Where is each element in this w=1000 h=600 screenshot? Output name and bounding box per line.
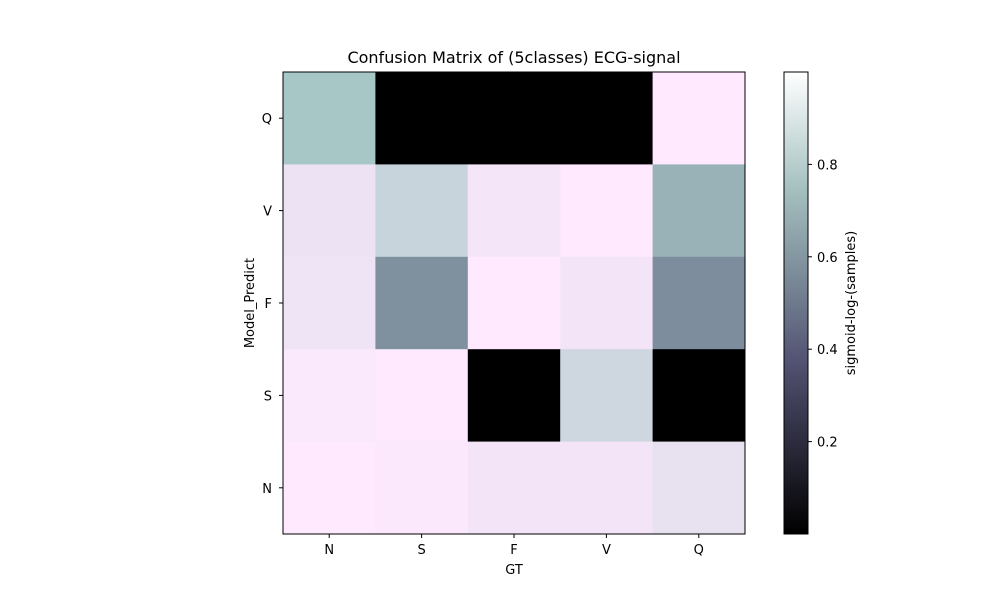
heatmap-cell-V-S [375,164,469,258]
y-tick-label: Q [262,112,272,127]
heatmap-cell-F-F [467,256,561,350]
colorbar-tick-label: 0.8 [817,158,838,173]
colorbar-tick-label: 0.4 [817,343,838,358]
heatmap-cell-N-Q [652,441,746,535]
heatmap-cell-S-F [467,349,561,443]
x-tick-label: S [417,543,425,558]
heatmap-cell-F-S [375,256,469,350]
y-axis-label: Model_Predict [243,258,258,348]
heatmap-cell-S-Q [652,349,746,443]
heatmap-cell-N-N [283,441,376,535]
colorbar-label: sigmoid-log-(samples) [844,231,859,376]
colorbar-ticks: 0.2 0.4 0.6 0.8 [808,158,838,451]
y-tick-label: N [262,482,272,497]
x-tick-label: N [324,543,334,558]
heatmap-cell-Q-S [375,72,469,165]
heatmap-cell-V-Q [652,164,746,258]
heatmap-cell-N-V [560,441,654,535]
y-tick-label: F [265,297,272,312]
heatmap-cell-F-V [560,256,654,350]
heatmap-cell-Q-V [560,72,654,165]
heatmap-cell-V-V [560,164,654,258]
y-tick-label: V [263,205,272,220]
heatmap-cell-F-Q [652,256,746,350]
x-tick-label: F [510,543,517,558]
chart-title: Confusion Matrix of (5classes) ECG-signa… [347,48,680,67]
heatmap-cell-F-N [283,256,376,350]
x-tick-label: V [602,543,611,558]
heatmap-cell-Q-Q [652,72,746,165]
heatmap-cell-N-F [467,441,561,535]
colorbar-tick-label: 0.2 [817,436,838,451]
heatmap-cells [283,72,746,535]
heatmap-cell-N-S [375,441,469,535]
x-axis-label: GT [505,563,523,578]
heatmap-cell-S-V [560,349,654,443]
heatmap-cell-S-N [283,349,376,443]
y-axis-ticks: Q V F S N [262,112,283,497]
heatmap-cell-S-S [375,349,469,443]
heatmap-cell-V-F [467,164,561,258]
x-tick-label: Q [694,543,704,558]
colorbar-tick-label: 0.6 [817,251,838,266]
colorbar [783,71,809,535]
y-tick-label: S [264,389,272,404]
heatmap-cell-V-N [283,164,376,258]
heatmap-cell-Q-F [467,72,561,165]
heatmap-cell-Q-N [283,72,376,165]
